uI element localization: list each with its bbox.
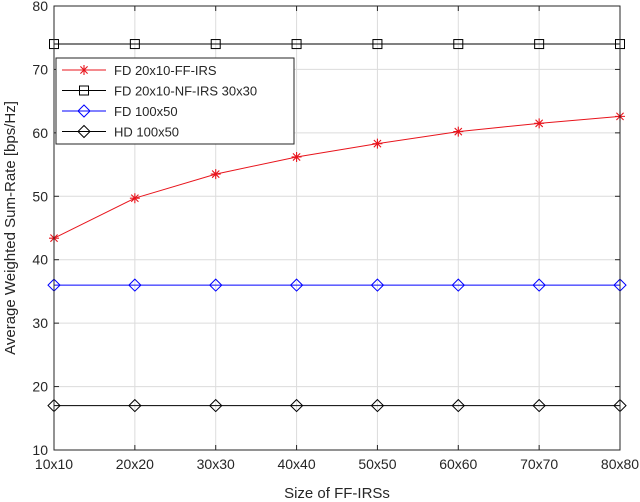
x-tick-label: 60x60 xyxy=(439,456,477,472)
plot-area xyxy=(53,5,621,451)
legend-label: FD 20x10-NF-IRS 30x30 xyxy=(114,84,257,99)
legend-label: HD 100x50 xyxy=(114,125,179,140)
legend-marker xyxy=(77,104,91,118)
data-point xyxy=(210,39,221,50)
legend-marker xyxy=(77,124,91,139)
data-point xyxy=(534,118,545,129)
y-tick-label: 70 xyxy=(32,61,48,77)
data-point xyxy=(532,398,546,413)
data-point xyxy=(128,398,142,413)
data-point xyxy=(451,278,465,292)
x-tick-label: 10x10 xyxy=(35,456,73,472)
x-tick-label: 80x80 xyxy=(601,456,639,472)
legend-item: HD 100x50 xyxy=(62,125,179,140)
legend: FD 20x10-FF-IRS FD 20x10-NF-IRS 30x30 FD 1… xyxy=(55,57,295,145)
x-tick-label: 20x20 xyxy=(116,456,154,472)
data-point xyxy=(289,398,304,413)
axis-ticks: 10x10 20x20 30x30 40x40 50x50 60x60 70x70 80x80… xyxy=(32,0,639,472)
data-point xyxy=(532,278,546,292)
data-point xyxy=(451,398,465,413)
legend-marker xyxy=(79,85,89,96)
data-point xyxy=(370,278,385,292)
y-tick-label: 20 xyxy=(32,379,48,395)
y-axis-label: Average Weighted Sum-Rate [bps/Hz] xyxy=(2,101,19,355)
data-point xyxy=(370,398,385,413)
y-tick-label: 60 xyxy=(32,125,48,141)
data-point xyxy=(372,39,383,50)
data-point xyxy=(129,193,140,204)
data-point xyxy=(289,278,304,292)
data-point xyxy=(372,138,383,149)
data-point xyxy=(453,39,464,50)
y-tick-label: 80 xyxy=(32,0,48,14)
data-point xyxy=(128,278,142,292)
data-point xyxy=(291,39,302,50)
x-tick-label: 30x30 xyxy=(197,456,235,472)
x-tick-label: 50x50 xyxy=(358,456,396,472)
y-tick-label: 50 xyxy=(32,188,48,204)
legend-item: FD 20x10-NF-IRS 30x30 xyxy=(62,84,257,99)
data-point xyxy=(291,151,302,162)
series-group xyxy=(49,39,625,50)
x-axis-label: Size of FF-IRSs xyxy=(284,485,390,502)
data-point xyxy=(210,169,221,180)
legend-label: FD 100x50 xyxy=(114,104,178,119)
x-tick-label: 70x70 xyxy=(520,456,558,472)
y-tick-label: 40 xyxy=(32,252,48,268)
y-tick-label: 10 xyxy=(32,442,48,458)
legend-box xyxy=(55,57,295,145)
data-point xyxy=(209,278,223,292)
series-group xyxy=(47,278,627,292)
data-point xyxy=(209,398,223,413)
series-line xyxy=(53,115,621,239)
data-point xyxy=(453,126,464,137)
data-point xyxy=(534,39,545,50)
legend-marker xyxy=(79,65,89,75)
legend-label: FD 20x10-FF-IRS xyxy=(114,63,217,78)
y-tick-label: 30 xyxy=(32,315,48,331)
legend-item: FD 20x10-FF-IRS xyxy=(62,63,217,78)
data-point xyxy=(129,39,140,50)
x-tick-label: 40x40 xyxy=(277,456,315,472)
legend-item: FD 100x50 xyxy=(62,104,178,119)
